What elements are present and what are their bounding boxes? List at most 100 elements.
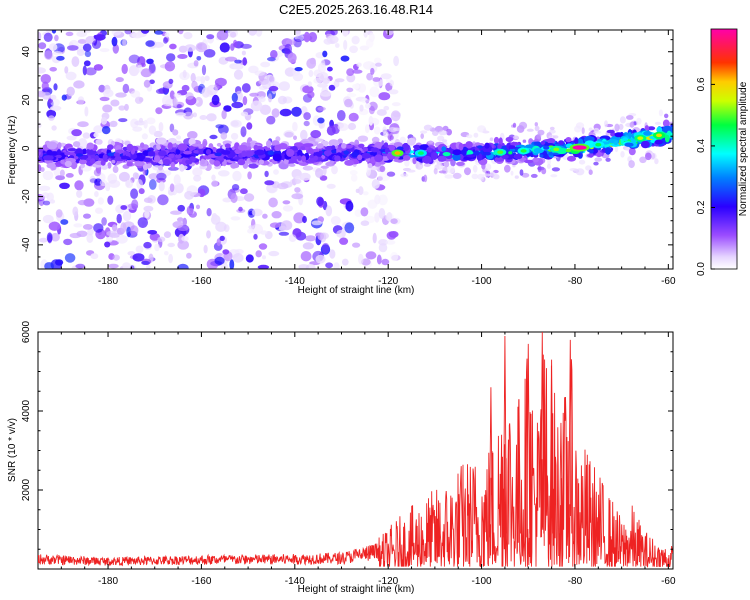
heatmap-cell	[374, 212, 380, 223]
heatmap-cell	[43, 155, 54, 161]
heatmap-cell	[382, 126, 387, 134]
heatmap-cell	[258, 243, 268, 250]
heatmap-cell	[232, 39, 238, 48]
heatmap-cell	[351, 152, 359, 158]
heatmap-cell	[110, 99, 120, 107]
heatmap-cell	[533, 147, 544, 154]
heatmap-cell	[99, 48, 110, 53]
heatmap-cell	[158, 165, 163, 171]
heatmap-cell	[303, 112, 311, 121]
heatmap-cell	[313, 155, 319, 161]
heatmap-cell	[438, 170, 447, 174]
heatmap-cell	[614, 132, 623, 138]
heatmap-cell	[76, 189, 83, 198]
heatmap-cell	[344, 222, 355, 234]
heatmap-cell	[38, 195, 45, 200]
heatmap-cell	[241, 150, 247, 158]
heatmap-cell	[132, 126, 143, 132]
heatmap-cell	[293, 212, 305, 224]
heatmap-cell	[278, 81, 290, 91]
heatmap-cell	[312, 115, 321, 126]
heatmap-cell	[333, 80, 340, 88]
heatmap-cell	[204, 75, 210, 82]
heatmap-cell	[260, 230, 268, 235]
heatmap-cell	[222, 197, 232, 203]
heatmap-cell	[330, 30, 338, 36]
heatmap-cell	[177, 217, 184, 222]
heatmap-cell	[126, 143, 134, 152]
heatmap-cell	[438, 130, 448, 136]
heatmap-cell	[38, 31, 42, 41]
heatmap-cell	[464, 167, 471, 176]
heatmap-cell	[473, 150, 480, 156]
heatmap-cell	[300, 251, 312, 262]
heatmap-cell	[55, 154, 62, 159]
heatmap-cell	[38, 185, 51, 191]
heatmap-cell	[284, 67, 296, 77]
heatmap-cell	[115, 77, 124, 83]
heatmap-cell	[107, 144, 114, 151]
heatmap-cell	[378, 92, 391, 101]
heatmap-cell	[452, 149, 462, 156]
heatmap-cell	[95, 207, 103, 214]
heatmap-cell	[534, 125, 540, 132]
heatmap-cell	[337, 138, 344, 145]
heatmap-cell	[182, 69, 187, 79]
heatmap-cell	[656, 126, 663, 133]
heatmap-cell	[155, 107, 163, 115]
heatmap-cell	[231, 101, 244, 109]
heatmap-cell	[322, 50, 328, 58]
heatmap-cell	[103, 89, 114, 98]
heatmap-cell	[146, 163, 152, 169]
heatmap-cell	[466, 154, 476, 158]
heatmap-cell	[378, 243, 388, 253]
heatmap-cell	[107, 152, 116, 157]
heatmap-cell	[329, 160, 335, 164]
heatmap-cell	[624, 142, 634, 147]
heatmap-cell	[374, 154, 384, 163]
snr-spike	[516, 399, 521, 538]
heatmap-cell	[154, 155, 161, 163]
heatmap-cell	[307, 81, 312, 87]
heatmap-cell	[640, 140, 650, 149]
heatmap-cell	[354, 209, 362, 217]
heatmap-cell	[277, 95, 287, 105]
heatmap-cell	[551, 167, 561, 172]
heatmap-cell	[127, 251, 136, 256]
heatmap-cell	[144, 209, 150, 219]
snr-y-label: SNR (10 * v/v)	[7, 418, 18, 482]
heatmap-cell	[113, 152, 121, 157]
heatmap-cell	[251, 223, 263, 235]
heatmap-cell	[494, 156, 505, 162]
heatmap-cell	[658, 109, 664, 117]
heatmap-cell	[109, 120, 118, 128]
heatmap-cell	[201, 87, 211, 98]
heatmap-cell	[305, 235, 316, 242]
heatmap-cell	[370, 166, 378, 171]
heatmap-cell	[48, 221, 61, 231]
heatmap-cell	[297, 155, 302, 161]
colorbar-tick-label: 0.2	[696, 200, 707, 214]
heatmap-cell	[372, 77, 381, 82]
heatmap-cell	[143, 197, 153, 203]
heatmap-cell	[645, 152, 652, 161]
heatmap-cell	[619, 116, 626, 124]
heatmap-cell	[214, 165, 221, 170]
heatmap-cell	[177, 204, 185, 212]
heatmap-cell	[276, 182, 289, 190]
heatmap-cell	[420, 133, 425, 140]
heatmap-cell	[244, 193, 255, 202]
heatmap-cell	[356, 62, 362, 68]
heatmap-cell	[206, 208, 212, 217]
heatmap-cell	[250, 100, 263, 112]
heatmap-cell	[553, 147, 560, 152]
heatmap-cell	[186, 252, 192, 259]
heatmap-cell	[594, 157, 602, 162]
heatmap-cell	[240, 43, 252, 49]
heatmap-cell	[437, 155, 447, 162]
heatmap-cell	[308, 31, 318, 43]
heatmap-cell	[167, 166, 179, 171]
heatmap-cell	[248, 30, 257, 36]
heatmap-cell	[290, 155, 298, 161]
heatmap-cell	[183, 111, 194, 120]
